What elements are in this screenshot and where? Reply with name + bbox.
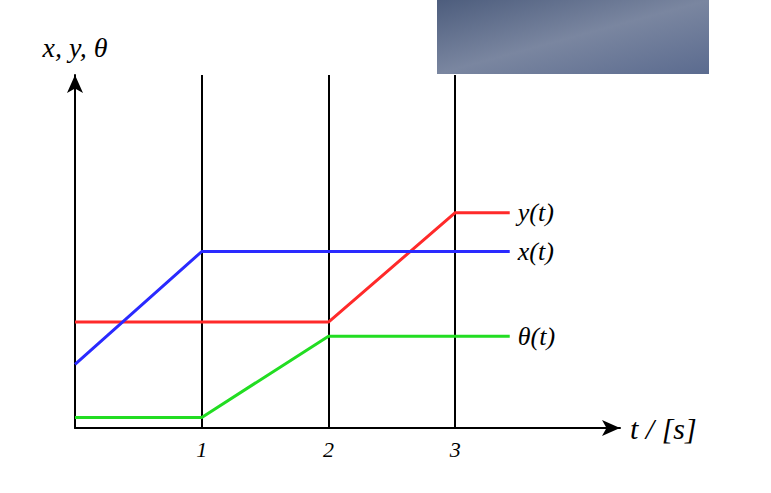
svg-text:x, y, θ: x, y, θ [41,32,107,63]
svg-text:3: 3 [449,437,461,462]
svg-text:x(t): x(t) [517,237,554,266]
svg-text:2: 2 [323,437,334,462]
svg-text:θ(t): θ(t) [518,322,555,351]
svg-text:y(t): y(t) [515,198,554,227]
svg-text:t / [s]: t / [s] [630,412,697,445]
svg-text:1: 1 [196,437,207,462]
